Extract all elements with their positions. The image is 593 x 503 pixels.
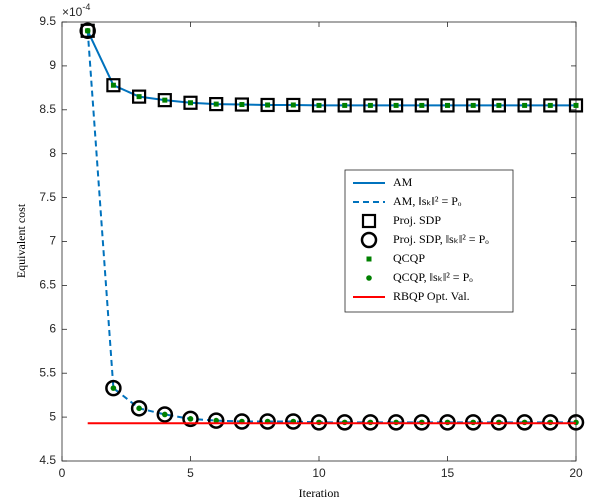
small-square-marker [393, 102, 399, 108]
dot-marker [110, 385, 117, 391]
small-square-marker [239, 102, 245, 108]
small-square-marker [573, 102, 579, 108]
square-marker [234, 97, 249, 112]
x-tick-label: 5 [187, 466, 194, 480]
circle-marker [207, 412, 225, 429]
small-square-marker [290, 102, 296, 108]
dot-marker [187, 416, 194, 422]
y-tick-label: 4.5 [39, 453, 56, 467]
small-square-marker [419, 102, 425, 108]
square-marker [568, 98, 584, 113]
legend-label: QCQP [393, 251, 425, 265]
dot-marker [366, 275, 372, 281]
legend: AM AM, ‖sₖ‖² = Pₒ Proj. SDP Proj. SDP, ‖sₖ‖… [344, 169, 514, 313]
square-marker [106, 78, 121, 93]
legend-label: AM, ‖sₖ‖² = Pₒ [393, 194, 462, 208]
small-square-marker [496, 102, 502, 108]
series-line [86, 30, 576, 107]
x-axis-label: Iteration [299, 486, 340, 500]
small-square-marker [188, 100, 193, 106]
circle-marker [233, 413, 251, 430]
legend-label: AM [393, 175, 413, 189]
y-tick-label: 8.5 [39, 102, 56, 116]
square-marker [260, 97, 275, 113]
dot-marker [84, 27, 91, 34]
circle-marker [285, 413, 302, 430]
square-marker [414, 98, 429, 113]
y-tick-label: 9 [49, 58, 56, 72]
dot-marker [162, 411, 168, 418]
dot-marker [136, 405, 142, 412]
square-marker [517, 98, 532, 113]
square-marker [311, 98, 327, 113]
circle-marker [360, 231, 378, 249]
legend-label: QCQP, ‖sₖ‖² = Pₒ [393, 270, 473, 284]
circle-marker [105, 379, 122, 397]
square-marker [363, 98, 378, 113]
y-multiplier-exponent: -4 [82, 2, 90, 12]
square-marker [209, 96, 224, 112]
circle-marker [79, 22, 96, 40]
y-axis-label: Equivalent cost [14, 203, 28, 278]
y-tick-label: 7 [49, 234, 56, 248]
legend-label: Proj. SDP, ‖sₖ‖² = Pₒ [393, 232, 489, 246]
y-tick-label: 6 [49, 321, 56, 335]
circle-marker [182, 410, 199, 428]
square-marker [183, 95, 198, 110]
y-tick-label: 9.5 [39, 14, 56, 28]
y-multiplier-base: ×10 [62, 5, 83, 19]
dot-marker [213, 417, 219, 424]
square-marker [440, 98, 455, 113]
small-square-marker [162, 97, 168, 103]
square-marker [389, 98, 404, 113]
legend-label: RBQP Opt. Val. [393, 289, 470, 303]
small-square-marker [342, 102, 348, 108]
legend-box [344, 169, 514, 313]
small-square-marker [110, 82, 116, 88]
circle-marker [156, 406, 174, 423]
small-square-marker [213, 101, 219, 107]
y-tick-label: 6.5 [39, 278, 56, 292]
legend-label: Proj. SDP [393, 213, 441, 227]
small-square-marker [445, 102, 450, 108]
circle-marker [130, 400, 148, 417]
y-tick-label: 7.5 [39, 190, 56, 204]
small-square-marker [136, 94, 142, 100]
circle-marker [259, 413, 276, 430]
square-marker [543, 98, 558, 113]
square-marker [361, 213, 377, 229]
x-tick-label: 10 [312, 466, 326, 480]
small-square-marker [316, 102, 322, 108]
square-marker [491, 98, 506, 113]
small-square-marker [367, 102, 373, 108]
y-tick-label: 5.5 [39, 365, 56, 379]
small-square-marker [366, 256, 372, 262]
square-marker [337, 98, 352, 113]
x-tick-label: 20 [569, 466, 583, 480]
small-square-marker [547, 102, 553, 108]
small-square-marker [265, 102, 271, 108]
x-tick-label: 0 [59, 466, 66, 480]
square-marker [132, 89, 147, 104]
y-multiplier: ×10-4 [62, 2, 90, 19]
y-tick-label: 8 [49, 146, 56, 160]
small-square-marker [470, 102, 476, 108]
x-tick-label: 15 [441, 466, 455, 480]
square-marker [466, 98, 481, 113]
y-tick-label: 5 [49, 409, 56, 423]
square-marker [286, 97, 301, 113]
square-marker [157, 93, 172, 108]
small-square-marker [522, 102, 528, 108]
